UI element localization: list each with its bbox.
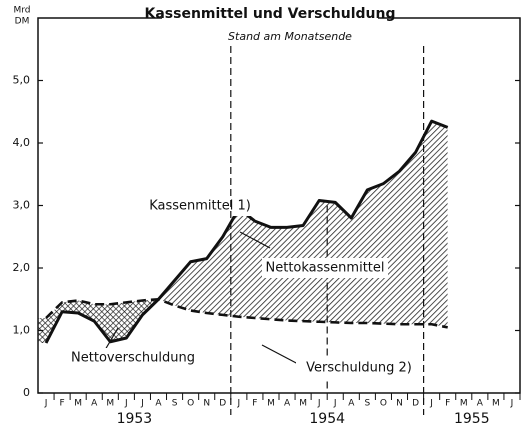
y-tick-label: 1,0 bbox=[13, 324, 31, 337]
year-label: 1953 bbox=[117, 411, 153, 427]
y-tick-label: 4,0 bbox=[13, 136, 31, 149]
y-tick-label: 0 bbox=[23, 386, 30, 399]
x-tick-label: M bbox=[106, 399, 114, 409]
x-tick-label: M bbox=[460, 399, 468, 409]
x-tick-label: J bbox=[140, 399, 144, 409]
x-tick-label: O bbox=[380, 399, 387, 409]
x-tick-label: A bbox=[284, 399, 291, 409]
x-tick-label: J bbox=[237, 399, 241, 409]
x-tick-label: N bbox=[203, 399, 210, 409]
y-axis-label: Mrd bbox=[13, 6, 30, 16]
net-cash-area bbox=[38, 121, 448, 328]
x-tick-label: F bbox=[60, 399, 65, 409]
chart-subtitle: Stand am Monatsende bbox=[228, 30, 352, 43]
x-tick-label: J bbox=[429, 399, 433, 409]
annotation-bg bbox=[296, 358, 422, 378]
x-tick-label: D bbox=[219, 399, 226, 409]
annotation-bg bbox=[262, 258, 388, 278]
x-tick-label: A bbox=[155, 399, 162, 409]
x-tick-label: D bbox=[412, 399, 419, 409]
series-label: Verschuldung 2) bbox=[306, 361, 412, 376]
x-tick-label: N bbox=[396, 399, 403, 409]
title-bg bbox=[162, 4, 378, 24]
leader-line bbox=[104, 327, 119, 351]
y-axis-label: DM bbox=[15, 17, 30, 27]
x-tick-label: A bbox=[91, 399, 98, 409]
year-label: 1955 bbox=[454, 411, 490, 427]
x-tick-label: M bbox=[267, 399, 275, 409]
x-tick-label: J bbox=[333, 399, 337, 409]
x-tick-label: A bbox=[477, 399, 484, 409]
x-tick-label: S bbox=[365, 399, 371, 409]
x-tick-label: J bbox=[317, 399, 321, 409]
y-tick-label: 2,0 bbox=[13, 261, 31, 274]
debt-line bbox=[45, 297, 448, 329]
annotation: Nettoverschuldung bbox=[71, 351, 195, 366]
series-label: Kassenmittel 1) bbox=[149, 199, 251, 214]
annotation-bg bbox=[58, 348, 208, 368]
y-tick-label: 5,0 bbox=[13, 74, 31, 87]
leader-line bbox=[261, 344, 301, 366]
annotation-bg bbox=[144, 196, 258, 216]
leader-line bbox=[239, 231, 271, 249]
x-tick-label: M bbox=[492, 399, 500, 409]
x-tick-label: J bbox=[510, 399, 514, 409]
annotation: Nettokassenmittel bbox=[266, 261, 385, 276]
year-label: 1954 bbox=[309, 411, 345, 427]
y-tick-label: 3,0 bbox=[13, 199, 31, 212]
x-tick-label: J bbox=[124, 399, 128, 409]
x-tick-label: A bbox=[348, 399, 355, 409]
x-tick-label: M bbox=[299, 399, 307, 409]
x-tick-label: S bbox=[172, 399, 178, 409]
x-tick-label: J bbox=[44, 399, 48, 409]
chart-title: Kassenmittel und Verschuldung bbox=[144, 6, 395, 22]
x-tick-label: M bbox=[74, 399, 82, 409]
x-tick-label: F bbox=[252, 399, 257, 409]
x-tick-label: F bbox=[445, 399, 450, 409]
x-tick-label: O bbox=[187, 399, 194, 409]
